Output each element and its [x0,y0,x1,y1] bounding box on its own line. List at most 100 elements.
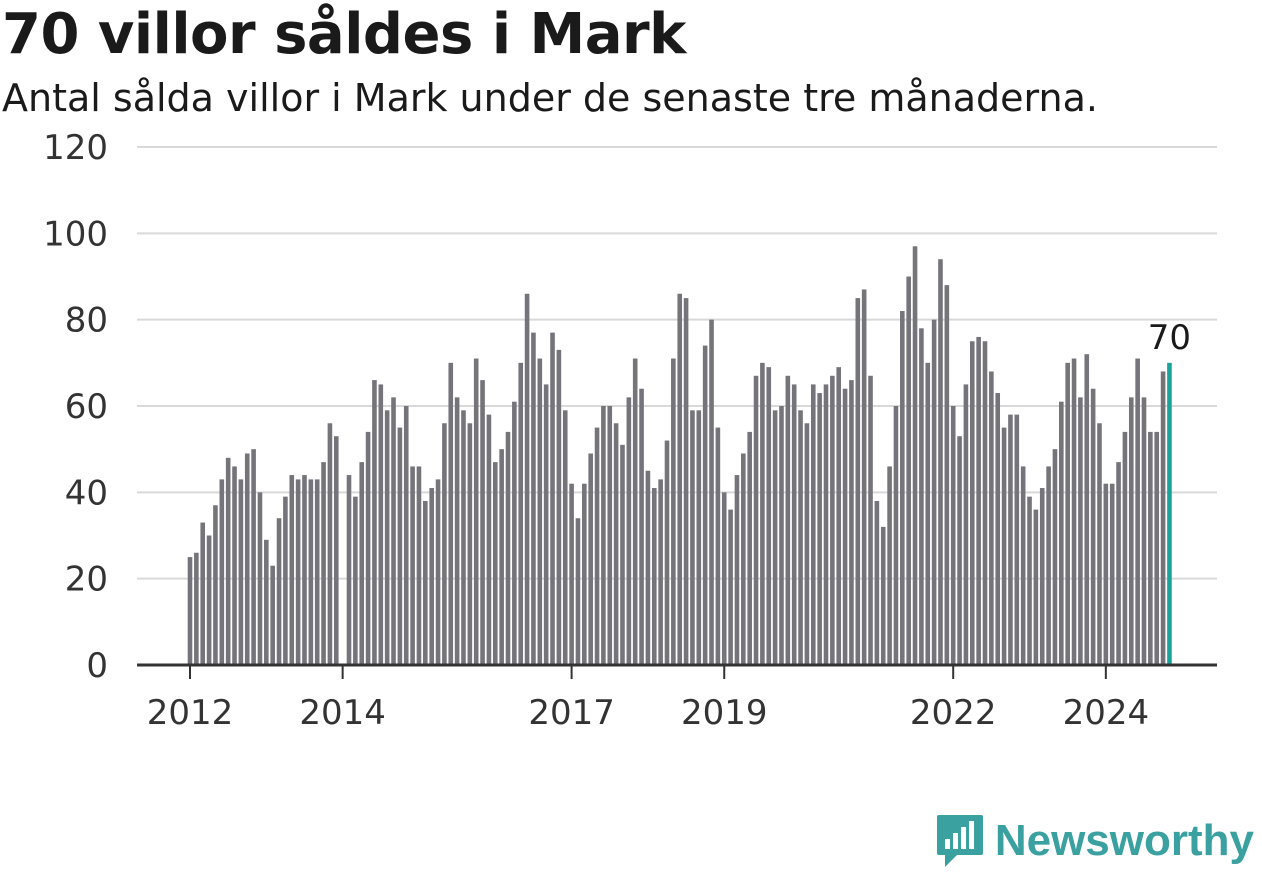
bar [919,328,924,665]
bar [823,384,829,665]
bars [187,246,1172,666]
bar [550,332,555,665]
data-labels: 70 [1148,318,1191,358]
x-tick-label: 2022 [910,693,997,733]
bar [651,488,657,665]
data-label-latest: 70 [1148,318,1191,358]
bar [270,565,275,665]
bar [683,298,689,665]
bar [849,380,854,665]
x-tick-label: 2024 [1063,693,1150,733]
bar [880,526,886,665]
bar [213,505,218,665]
bar [753,375,759,665]
bar [709,319,714,665]
bar [779,406,784,665]
bar [1090,388,1096,665]
bar [225,457,231,665]
bar [582,483,587,665]
bar [314,479,320,665]
bar [423,500,428,665]
y-tick-label: 80 [65,301,108,341]
bar [492,462,498,665]
bar [715,427,721,665]
bar [931,319,937,665]
x-tick-label: 2019 [681,693,768,733]
bar [690,410,695,665]
bar [1122,431,1128,665]
bar [1103,483,1109,665]
bar [613,423,619,665]
bar [601,406,606,665]
bar [817,393,822,665]
bar [696,410,702,665]
bar [671,358,676,665]
bar [531,332,536,665]
bar [403,406,409,665]
bar [855,298,861,665]
brand-name: Newsworthy [994,816,1254,865]
x-tick-label: 2017 [528,693,615,733]
y-tick-label: 40 [65,473,108,513]
bar [1039,488,1045,665]
y-tick-label: 120 [43,128,108,168]
bar [473,358,479,665]
bar [1084,354,1090,665]
bar [906,276,911,665]
bar [639,388,644,665]
y-tick-label: 0 [86,646,108,686]
bar [454,397,460,665]
bar [626,397,632,665]
bar [658,479,663,665]
bar [944,285,950,665]
bar [772,410,778,665]
bar [963,384,969,665]
bar [569,483,574,665]
newsworthy-logo-icon [936,815,983,867]
bar [238,479,244,665]
bar [512,401,517,665]
bar [187,557,193,665]
y-axis-ticks: 0 20 40 60 80 100 120 [43,128,108,686]
bar [830,375,835,665]
bar [620,444,625,665]
bar [346,475,352,665]
bar [384,410,390,665]
bar [632,358,638,665]
bar [1033,509,1039,665]
bar [810,384,816,665]
bar [887,466,892,665]
bar [1078,397,1083,665]
bar [798,410,803,665]
bar [1071,358,1077,665]
y-tick-label: 20 [65,560,108,600]
y-tick-label: 100 [43,214,108,254]
brand-logo: Newsworthy [935,813,1254,869]
bar [302,475,307,665]
bar [1160,371,1166,665]
bar [397,427,403,665]
bar [893,406,899,665]
bar [874,500,880,665]
bar [1014,414,1020,665]
bar [1059,401,1064,665]
bar [448,362,454,665]
bar [251,449,256,665]
chart-subtitle: Antal sålda villor i Mark under de senas… [2,76,1098,120]
bar [766,367,772,665]
bar [556,349,562,665]
bar [1097,423,1102,665]
x-axis: 2012 2014 2017 2019 2022 2024 [137,663,1217,733]
bar [391,397,396,665]
bar [1148,431,1153,665]
bar [1135,358,1140,665]
bar [1109,483,1115,665]
bar [283,496,288,665]
bar [321,462,326,665]
bar [785,375,791,665]
bar [378,384,384,665]
bar [804,423,810,665]
bar [543,384,549,665]
bar [1052,449,1058,665]
